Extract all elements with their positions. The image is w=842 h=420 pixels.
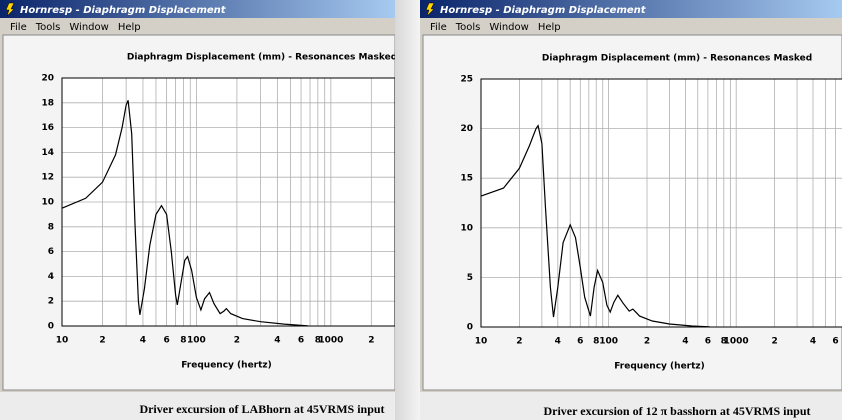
menu-item[interactable]: File xyxy=(430,22,447,33)
chart-title: Diaphragm Displacement (mm) - Resonances… xyxy=(542,54,812,64)
menu-item[interactable]: Tools xyxy=(455,22,481,33)
x-tick-label: 6 xyxy=(577,337,583,347)
caption: Driver excursion of LABhorn at 45VRMS in… xyxy=(139,402,384,416)
window: Hornresp - Diaphragm Displacement File Too… xyxy=(420,0,842,420)
x-tick-label: 2 xyxy=(99,336,105,346)
app-icon xyxy=(425,2,435,17)
y-tick-label: 4 xyxy=(48,272,54,282)
y-tick-label: 25 xyxy=(460,75,473,85)
y-tick-label: 8 xyxy=(48,222,54,232)
x-tick-label: 100 xyxy=(599,337,618,347)
menu-item[interactable]: Window xyxy=(69,22,108,33)
status-area xyxy=(420,392,842,420)
y-tick-label: 18 xyxy=(41,98,54,108)
x-tick-label: 8 xyxy=(721,337,727,347)
y-tick-label: 0 xyxy=(467,323,473,333)
x-tick-label: 4 xyxy=(555,337,561,347)
chart-title: Diaphragm Displacement (mm) - Resonances… xyxy=(127,53,397,63)
x-tick-label: 6 xyxy=(705,337,711,347)
x-tick-label: 6 xyxy=(163,336,169,346)
data-line xyxy=(61,100,308,327)
x-tick-label: 8 xyxy=(315,336,321,346)
menu-item[interactable]: Help xyxy=(538,22,561,33)
menu-item[interactable]: Tools xyxy=(35,22,61,33)
x-tick-label: 10 xyxy=(475,337,488,347)
x-tick-label: 4 xyxy=(682,337,688,347)
y-tick-label: 20 xyxy=(41,74,54,84)
y-tick-label: 10 xyxy=(41,198,54,208)
y-tick-label: 2 xyxy=(48,297,54,307)
menu-item[interactable]: Help xyxy=(118,22,141,33)
x-tick-label: 4 xyxy=(274,336,280,346)
window-title: Hornresp - Diaphragm Displacement xyxy=(20,5,227,16)
y-tick-label: 14 xyxy=(41,148,54,158)
data-line xyxy=(480,124,710,328)
x-tick-label: 2 xyxy=(368,336,374,346)
title-bar xyxy=(0,0,395,18)
x-tick-label: 100 xyxy=(187,336,206,346)
plot-border xyxy=(61,77,395,327)
y-tick-label: 0 xyxy=(48,322,54,332)
x-tick-label: 4 xyxy=(140,336,146,346)
x-tick-label: 1000 xyxy=(724,337,749,347)
status-area xyxy=(0,392,395,420)
y-tick-label: 5 xyxy=(467,273,473,283)
plot-area xyxy=(481,79,842,327)
menu-item[interactable]: File xyxy=(10,22,27,33)
x-tick-label: 1000 xyxy=(318,336,343,346)
x-tick-label: 8 xyxy=(180,336,186,346)
window-title: Hornresp - Diaphragm Displacement xyxy=(440,5,647,16)
title-bar xyxy=(420,0,842,18)
y-tick-label: 6 xyxy=(48,247,54,257)
y-tick-label: 20 xyxy=(460,124,473,134)
x-tick-label: 8 xyxy=(593,337,599,347)
x-tick-label: 6 xyxy=(298,336,304,346)
x-tick-label: 2 xyxy=(234,336,240,346)
desktop-gap xyxy=(395,0,420,420)
app-icon xyxy=(5,2,15,17)
x-tick-label: 4 xyxy=(810,337,816,347)
x-tick-label: 10 xyxy=(56,336,69,346)
window: Hornresp - Diaphragm Displacement File Too… xyxy=(0,0,397,420)
plot-border xyxy=(480,78,842,328)
y-tick-label: 10 xyxy=(460,223,473,233)
menu-item[interactable]: Window xyxy=(489,22,528,33)
x-tick-label: 2 xyxy=(644,337,650,347)
x-axis-label: Frequency (hertz) xyxy=(181,361,272,371)
x-tick-label: 2 xyxy=(771,337,777,347)
x-tick-label: 6 xyxy=(832,337,838,347)
caption: Driver excursion of 12 π basshorn at 45V… xyxy=(543,404,810,418)
x-axis-label: Frequency (hertz) xyxy=(614,362,705,372)
x-tick-label: 2 xyxy=(516,337,522,347)
y-tick-label: 12 xyxy=(41,173,54,183)
y-tick-label: 15 xyxy=(460,174,473,184)
y-tick-label: 16 xyxy=(41,123,54,133)
